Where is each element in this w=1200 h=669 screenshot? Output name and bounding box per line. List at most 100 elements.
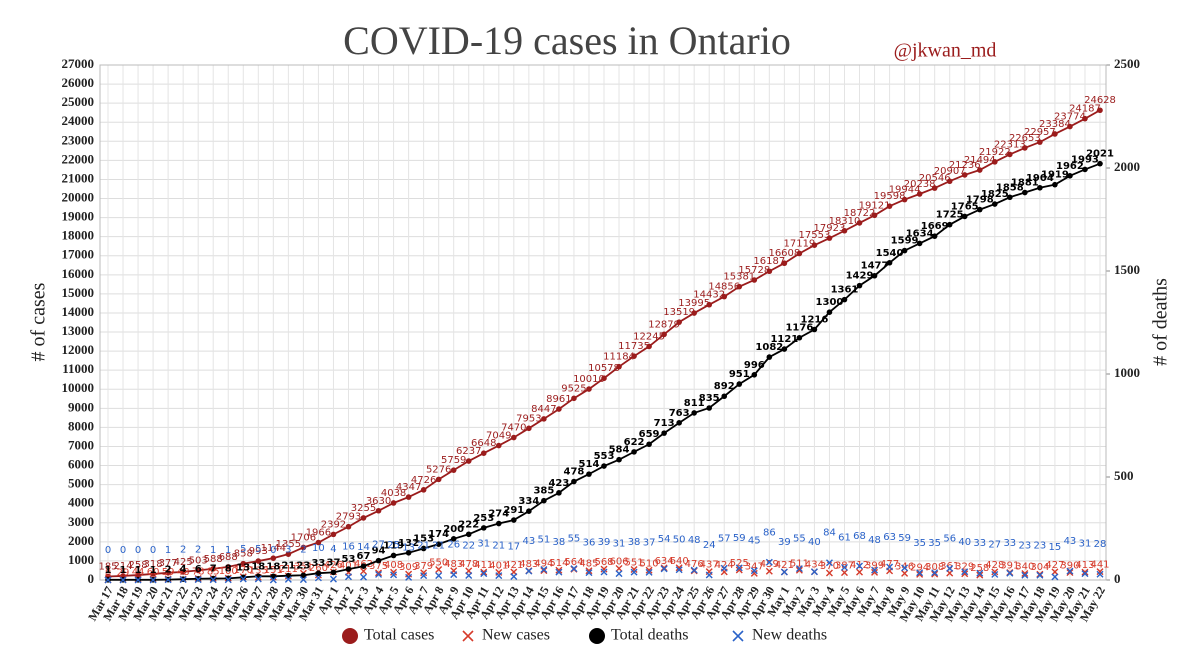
- y-tick-label: 23000: [62, 132, 95, 147]
- data-point: [660, 565, 668, 573]
- data-point: [675, 566, 683, 574]
- data-label: 13519: [663, 307, 695, 318]
- data-label: 84: [823, 528, 836, 539]
- data-label: 258: [129, 560, 148, 571]
- data-label: 476: [685, 559, 704, 570]
- data-point: [991, 570, 999, 578]
- data-point: [720, 564, 728, 572]
- data-label: 411: [474, 560, 493, 571]
- data-label: 39: [778, 537, 791, 548]
- data-point: [1081, 570, 1089, 578]
- data-point: [526, 425, 532, 432]
- data-label: 424: [715, 560, 734, 571]
- data-label: 0: [105, 545, 111, 556]
- y-tick-label: 9000: [68, 399, 94, 414]
- data-label: 25: [387, 540, 400, 551]
- data-label: 20907: [934, 166, 966, 177]
- data-label: 185: [98, 561, 117, 572]
- data-point: [450, 571, 458, 579]
- y-tick-label: 1000: [68, 552, 94, 567]
- data-label: 1216: [801, 315, 829, 326]
- data-label: 274: [488, 509, 509, 520]
- data-point: [240, 560, 247, 567]
- data-point: [961, 568, 969, 576]
- data-label: 21: [492, 541, 505, 552]
- data-point: [435, 572, 443, 580]
- data-label: 4: [330, 544, 336, 555]
- data-label: 60: [147, 567, 160, 578]
- data-label: 1477: [861, 261, 889, 272]
- data-point: [390, 571, 398, 579]
- data-point: [1036, 570, 1044, 578]
- data-label: 200: [443, 524, 464, 535]
- data-point: [405, 573, 413, 581]
- data-point: [194, 576, 202, 584]
- data-point: [435, 476, 442, 483]
- data-label: 17119: [783, 238, 815, 249]
- data-point: [345, 566, 352, 572]
- y-tick-label: 4000: [68, 495, 94, 510]
- data-point: [795, 566, 803, 574]
- data-point: [225, 575, 232, 582]
- data-label: 22313: [994, 139, 1026, 150]
- y-tick-label: 27000: [62, 56, 95, 71]
- data-point: [991, 568, 999, 576]
- data-label: 9525: [561, 383, 586, 394]
- data-point: [1096, 568, 1104, 576]
- data-label: 7953: [516, 413, 541, 424]
- chart-title: COVID-19 cases in Ontario: [343, 18, 791, 63]
- data-point: [631, 353, 637, 359]
- data-point: [375, 569, 383, 577]
- data-label: 568: [594, 557, 613, 568]
- data-label: 377: [159, 558, 178, 569]
- data-point: [585, 567, 593, 575]
- data-label: 1: [225, 545, 231, 556]
- y-tick-label: 8000: [68, 418, 94, 433]
- data-label: 174: [428, 529, 449, 540]
- data-point: [780, 568, 788, 576]
- data-label: 387: [835, 561, 854, 572]
- data-point: [405, 550, 412, 556]
- data-point: [450, 467, 457, 473]
- data-label: 8961: [546, 394, 571, 405]
- data-point: [299, 576, 307, 584]
- data-label: 308: [925, 562, 944, 573]
- data-label: 477: [880, 559, 899, 570]
- data-point: [631, 449, 637, 455]
- data-point: [1022, 189, 1028, 196]
- y-tick-label: 11000: [62, 361, 94, 376]
- data-label: 1798: [966, 195, 994, 206]
- data-point: [690, 566, 698, 574]
- data-label: 26: [447, 540, 460, 551]
- y-axis-title: # of cases: [28, 282, 50, 361]
- data-label: 48: [177, 567, 190, 578]
- data-point: [150, 571, 156, 577]
- data-point: [856, 568, 864, 576]
- y-tick-label: 7000: [68, 437, 94, 452]
- data-point: [931, 569, 939, 577]
- data-label: 23: [296, 560, 310, 571]
- y2-axis-title: # of deaths: [1150, 278, 1172, 366]
- data-point: [375, 557, 382, 564]
- data-point: [450, 536, 457, 542]
- data-label: 39: [598, 537, 611, 548]
- data-point: [616, 456, 622, 463]
- data-point: [300, 544, 307, 551]
- legend-marker: [732, 630, 744, 642]
- data-label: 2: [300, 545, 306, 556]
- data-label: 514: [549, 558, 568, 569]
- data-label: 40: [808, 537, 821, 548]
- data-label: 29: [117, 567, 130, 578]
- data-point: [931, 570, 939, 578]
- data-label: 1355: [276, 539, 301, 550]
- data-label: 63: [883, 532, 896, 543]
- data-label: 151: [264, 565, 283, 576]
- data-label: 1881: [1011, 178, 1039, 189]
- data-point: [765, 558, 773, 566]
- data-point: [796, 250, 803, 257]
- data-label: 22653: [1009, 133, 1041, 144]
- data-point: [240, 574, 247, 581]
- data-label: 413: [1075, 560, 1094, 571]
- data-label: 23: [1034, 540, 1047, 551]
